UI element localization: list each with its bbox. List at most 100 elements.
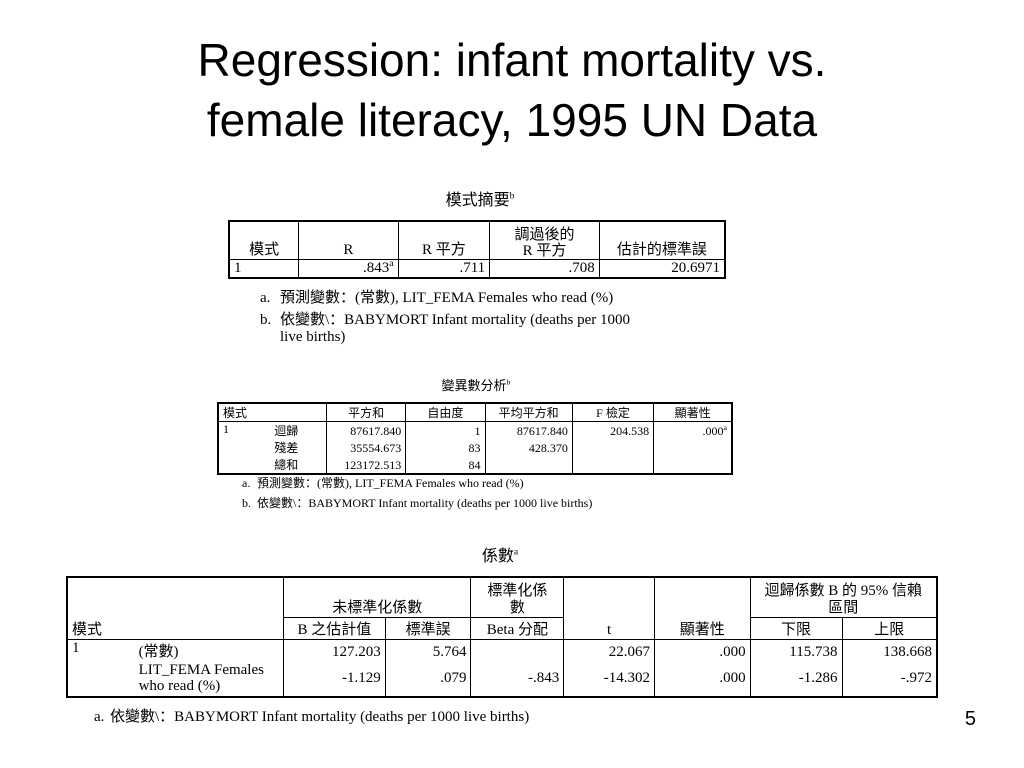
coefficients-cell-lower: -1.286 <box>750 660 843 697</box>
coefficients-header-std: 標準化係 數 <box>470 577 565 618</box>
coefficients-row: 1 (常數) 127.203 5.764 22.067 .000 115.738… <box>67 639 937 661</box>
model-summary-header-std-error: 估計的標準誤 <box>616 241 707 258</box>
anova-row-label: 迴歸 <box>270 421 327 439</box>
coefficients-cell-t: -14.302 <box>563 660 655 697</box>
anova-sig-value: .000 <box>702 424 724 438</box>
anova-title-sup: b <box>506 377 511 387</box>
note-label: b. <box>242 496 251 510</box>
coefficients-cell-lower: 115.738 <box>750 639 843 661</box>
model-summary-cell-r-square: .711 <box>398 259 491 278</box>
coefficients-header-lower: 下限 <box>750 617 843 639</box>
coefficients-cell-sig: .000 <box>654 639 751 661</box>
coefficients-header-upper: 上限 <box>874 621 905 638</box>
anova-header-row: 模式 平方和 自由度 平均平方和 F 檢定 顯著性 <box>218 403 732 422</box>
row-label-line-2: who read (%) <box>138 678 221 694</box>
model-summary-title: 模式摘要b <box>380 186 580 210</box>
model-summary-r-value: .843 <box>362 259 390 276</box>
coefficients-cell-sig: .000 <box>654 660 751 697</box>
note-text: 預測變數：(常數), LIT_FEMA Females who read (%) <box>257 476 524 490</box>
anova-row: 殘差 35554.673 83 428.370 <box>218 439 732 456</box>
ci-header-line-2: 區間 <box>828 599 859 616</box>
coefficients-cell-b: -1.129 <box>283 660 386 697</box>
model-summary-r-sup: a <box>389 257 394 269</box>
page-number: 5 <box>964 708 976 730</box>
model-summary-cell-std-error: 20.6971 <box>671 259 720 276</box>
coefficients-title-text: 係數 <box>481 548 514 565</box>
note-text: 依變數\：BABYMORT Infant mortality (deaths p… <box>110 709 530 725</box>
model-summary-cell-adj-r-square: .708 <box>489 259 600 278</box>
anova-note-a: a. 預測變數：(常數), LIT_FEMA Females who read (… <box>242 474 524 491</box>
coefficients-header-blank-sig <box>654 577 751 617</box>
model-summary-row: 1 .843a .711 .708 20.6971 <box>229 257 725 278</box>
coefficients-cell-t: 22.067 <box>563 639 655 661</box>
anova-cell-sum-sq: 35554.673 <box>326 439 407 456</box>
coefficients-header-row-2: 模式 B 之估計值 標準誤 Beta 分配 t 顯著性 下限 上限 <box>67 617 937 639</box>
anova-cell-mean-sq <box>485 456 573 474</box>
model-summary-note-b: b. 依變數\：BABYMORT Infant mortality (deaths… <box>260 312 630 346</box>
coefficients-header-blank-t <box>563 577 655 617</box>
coefficients-model-number: 1 <box>72 639 80 656</box>
note-label: a. <box>94 709 105 725</box>
model-summary-note-a: a. 預測變數：(常數), LIT_FEMA Females who read (… <box>260 286 613 307</box>
coefficients-header-b: B 之估計值 <box>283 617 386 639</box>
model-summary-title-text: 模式摘要 <box>445 192 510 209</box>
coefficients-title-sup: a <box>513 546 519 558</box>
slide-title: Regression: infant mortality vs. female … <box>0 30 1024 150</box>
coefficients-header-row-1: 未標準化係數 標準化係 數 迴歸係數 B 的 95% 信賴 區間 <box>67 577 937 618</box>
coefficients-cell-se: .079 <box>385 660 472 697</box>
anova-row: 1 迴歸 87617.840 1 87617.840 204.538 .000a <box>218 421 732 439</box>
anova-cell-f <box>572 439 655 456</box>
model-summary-table: 模式 R R 平方 調過後的 R 平方 估計的標準誤 1 .843a .711 … <box>228 220 726 279</box>
note-text: 依變數\：BABYMORT Infant mortality (deaths p… <box>257 496 593 510</box>
coefficients-header-beta: Beta 分配 <box>470 617 565 639</box>
anova-cell-mean-sq: 87617.840 <box>485 421 573 439</box>
coefficients-row: LIT_FEMA Females who read (%) -1.129 .07… <box>67 660 937 697</box>
model-summary-header-r-square: R 平方 <box>398 221 491 259</box>
note-label: a. <box>260 290 271 306</box>
anova-cell-f: 204.538 <box>572 421 655 439</box>
model-summary-header-adj-r-square: 調過後的 R 平方 <box>489 221 600 259</box>
coefficients-cell-upper: 138.668 <box>883 643 932 660</box>
model-summary-header-model: 模式 <box>229 221 300 259</box>
anova-note-b: b. 依變數\：BABYMORT Infant mortality (deaths… <box>242 494 592 511</box>
coefficients-title: 係數a <box>400 542 600 566</box>
note-text: 預測變數：(常數), LIT_FEMA Females who read (%) <box>280 290 614 306</box>
coefficients-header-sig: 顯著性 <box>654 617 751 639</box>
slide-title-line-1: Regression: infant mortality vs. <box>197 34 827 86</box>
coefficients-cell-se: 5.764 <box>385 639 472 661</box>
anova-header-f: F 檢定 <box>572 403 655 422</box>
coefficients-cell-beta <box>470 639 565 661</box>
coefficients-header-blank <box>67 577 284 617</box>
coefficients-header-unstd: 未標準化係數 <box>283 577 472 618</box>
anova-title: 變異數分析b <box>376 375 576 394</box>
model-summary-title-sup: b <box>509 190 515 202</box>
adj-r-square-line-2: R 平方 <box>522 242 567 259</box>
model-summary-cell-r: .843a <box>298 257 399 278</box>
coefficients-row-label: (常數) <box>134 639 284 661</box>
std-header-line-1: 標準化係 <box>487 582 548 599</box>
anova-cell-df: 1 <box>405 421 486 439</box>
note-text-line-2: live births) <box>280 329 346 345</box>
coefficients-cell-b: 127.203 <box>283 639 386 661</box>
anova-cell-df: 84 <box>405 456 486 474</box>
anova-cell-df: 83 <box>405 439 486 456</box>
std-header-line-2: 數 <box>509 599 525 616</box>
coefficients-table: 未標準化係數 標準化係 數 迴歸係數 B 的 95% 信賴 區間 模式 B 之估… <box>66 576 938 698</box>
anova-cell-mean-sq: 428.370 <box>485 439 573 456</box>
coefficients-row-label: LIT_FEMA Females who read (%) <box>134 660 284 697</box>
coefficients-cell-beta: -.843 <box>470 660 565 697</box>
coefficients-cell-upper: -.972 <box>900 669 932 686</box>
note-label: a. <box>242 476 251 490</box>
anova-header-model: 模式 <box>218 403 327 422</box>
coefficients-header-t: t <box>563 617 655 639</box>
anova-cell-sum-sq: 123172.513 <box>326 456 407 474</box>
coefficients-note-a: a. 依變數\：BABYMORT Infant mortality (deaths… <box>94 705 529 726</box>
note-text-block: 依變數\：BABYMORT Infant mortality (deaths p… <box>280 312 630 346</box>
model-summary-cell-model: 1 <box>229 259 300 278</box>
coefficients-header-model: 模式 <box>67 617 284 639</box>
model-summary-header-r: R <box>298 221 399 259</box>
anova-header-df: 自由度 <box>405 403 486 422</box>
anova-row-label: 殘差 <box>270 439 327 456</box>
anova-header-sig: 顯著性 <box>674 406 711 420</box>
model-summary-header-row: 模式 R R 平方 調過後的 R 平方 估計的標準誤 <box>229 221 725 259</box>
